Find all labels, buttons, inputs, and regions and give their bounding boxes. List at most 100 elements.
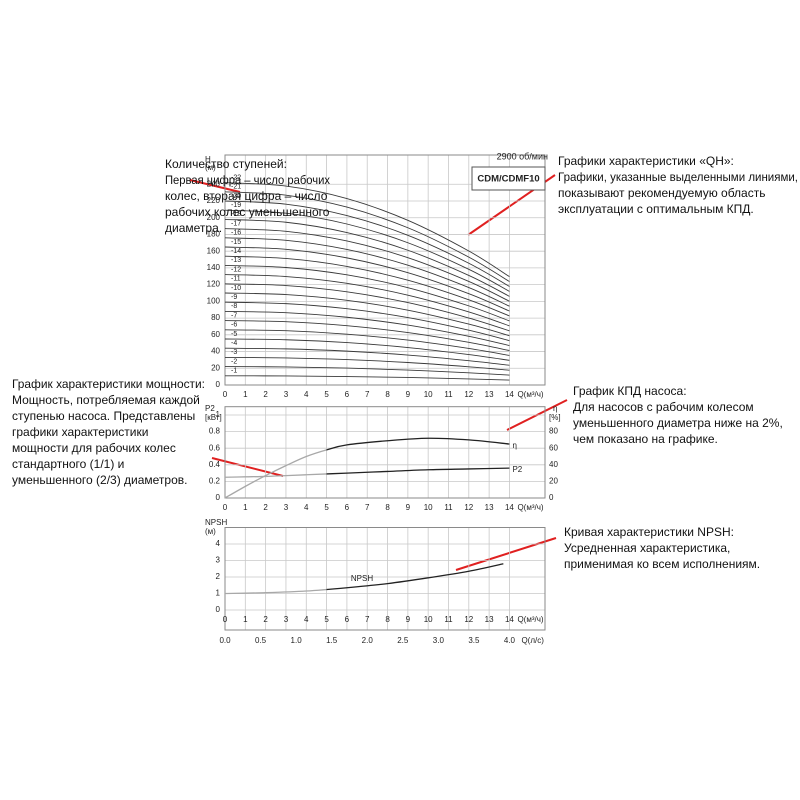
y-tick-label: 20	[211, 363, 220, 372]
plot-frame	[224, 154, 546, 386]
x-tick-label: 13	[485, 390, 494, 399]
pointer-line	[211, 457, 284, 477]
curve	[224, 264, 510, 322]
curve	[224, 200, 510, 287]
x-tick-label: 9	[406, 503, 411, 512]
curve	[224, 301, 510, 342]
y-tick-label: 3	[216, 556, 221, 565]
series-label: -5	[231, 331, 237, 338]
series-label: -3	[231, 349, 237, 356]
x-tick-label: 2	[263, 615, 268, 624]
series-label: NPSH	[351, 574, 373, 583]
curve	[224, 191, 510, 282]
y-tick-label: 0.2	[209, 477, 221, 486]
curve	[224, 347, 510, 366]
curve	[224, 356, 510, 371]
series-label: -1	[231, 368, 237, 375]
curve	[224, 338, 510, 361]
x-tick-label: 3	[284, 503, 289, 512]
series-label: -9	[231, 294, 237, 301]
annotation-text: применимая ко всем исполнениям.	[564, 557, 760, 571]
x-tick-label: 11	[444, 503, 453, 512]
x-tick-label: 4	[304, 390, 309, 399]
curve	[224, 292, 510, 337]
curve	[224, 209, 510, 292]
annotation-text: эксплуатации с оптимальным КПД.	[558, 202, 754, 216]
y-tick-label: 220	[207, 196, 221, 205]
x-tick-label: 0	[223, 615, 228, 624]
y-tick-label: 240	[207, 179, 221, 188]
curve	[224, 375, 510, 381]
y-axis-unit: (м)	[205, 163, 216, 172]
x2-tick-label: 1.0	[291, 636, 303, 645]
y-axis-label: H	[205, 155, 211, 164]
annotation-text: показывают рекомендуемую область	[558, 186, 765, 200]
x-tick-label: 0	[223, 390, 228, 399]
x-tick-label: 9	[406, 615, 411, 624]
y-tick-label: 0	[216, 605, 221, 614]
x2-tick-label: 2.5	[397, 636, 409, 645]
y-axis-unit: (м)	[205, 527, 216, 536]
x-tick-label: 8	[385, 615, 390, 624]
x-tick-label: 6	[345, 503, 350, 512]
y-tick-label: 200	[207, 213, 221, 222]
y-tick-label: 0	[216, 493, 221, 502]
chart-title: CDM/CDMF10	[477, 174, 539, 185]
x-tick-label: 9	[406, 390, 411, 399]
curve	[224, 218, 510, 297]
x-tick-label: 12	[464, 390, 473, 399]
x2-tick-label: 4.0	[504, 636, 516, 645]
x2-axis-label: Q(л/с)	[521, 636, 544, 645]
annotation-text: графики характеристики	[12, 425, 148, 439]
annotation-text: уменьшенного (2/3) диаметров.	[12, 473, 187, 487]
y2-tick-label: 0	[549, 493, 554, 502]
series-label: -21	[231, 184, 241, 191]
x-axis-label: Q(м³/ч)	[517, 390, 543, 399]
x-tick-label: 7	[365, 615, 370, 624]
x-tick-label: 0	[223, 503, 228, 512]
series-label: η	[512, 441, 516, 450]
x2-tick-label: 0.0	[219, 636, 231, 645]
y-tick-label: 0.4	[209, 460, 221, 469]
curve	[224, 329, 510, 356]
x2-tick-label: 3.5	[468, 636, 480, 645]
series-label: -6	[231, 322, 237, 329]
series-label: -12	[231, 266, 241, 273]
y-tick-label: 60	[211, 330, 220, 339]
y-tick-label: 1	[216, 410, 221, 419]
x-axis-label: Q(м³/ч)	[517, 503, 543, 512]
y-tick-label: 100	[207, 296, 221, 305]
curve	[224, 320, 510, 351]
annotation-text: Графики характеристики «QH»:	[558, 154, 734, 168]
x-tick-label: 11	[444, 615, 453, 624]
x-tick-label: 10	[424, 503, 433, 512]
annotation-text: Графики, указанные выделенными линиями,	[558, 170, 798, 184]
x-tick-label: 5	[324, 503, 329, 512]
x-tick-label: 8	[385, 503, 390, 512]
annotation-text: стандартного (1/1) и	[12, 457, 124, 471]
curve	[224, 437, 510, 499]
y-tick-label: 2	[216, 572, 221, 581]
y-tick-label: 1	[216, 589, 221, 598]
x-tick-label: 2	[263, 503, 268, 512]
x-tick-label: 7	[365, 503, 370, 512]
x2-tick-label: 2.0	[362, 636, 374, 645]
annotation-text: чем показано на графике.	[573, 432, 718, 446]
y-tick-label: 180	[207, 230, 221, 239]
y-axis-label: NPSH	[205, 518, 227, 527]
x-tick-label: 4	[304, 503, 309, 512]
x-tick-label: 1	[243, 390, 248, 399]
pointer-line	[189, 179, 241, 193]
curve	[224, 467, 510, 478]
series-label: -7	[231, 312, 237, 319]
x-tick-label: 5	[324, 390, 329, 399]
curve	[224, 255, 510, 317]
series-label: -16	[231, 230, 241, 237]
x-tick-label: 4	[304, 615, 309, 624]
series-label: -20	[231, 193, 241, 200]
x-tick-label: 10	[424, 390, 433, 399]
y-tick-label: 40	[211, 347, 220, 356]
series-label: -17	[231, 220, 241, 227]
annotation-text: Для насосов с рабочим колесом	[573, 400, 754, 414]
chart-subtitle: 2900 об/мин	[497, 151, 548, 161]
